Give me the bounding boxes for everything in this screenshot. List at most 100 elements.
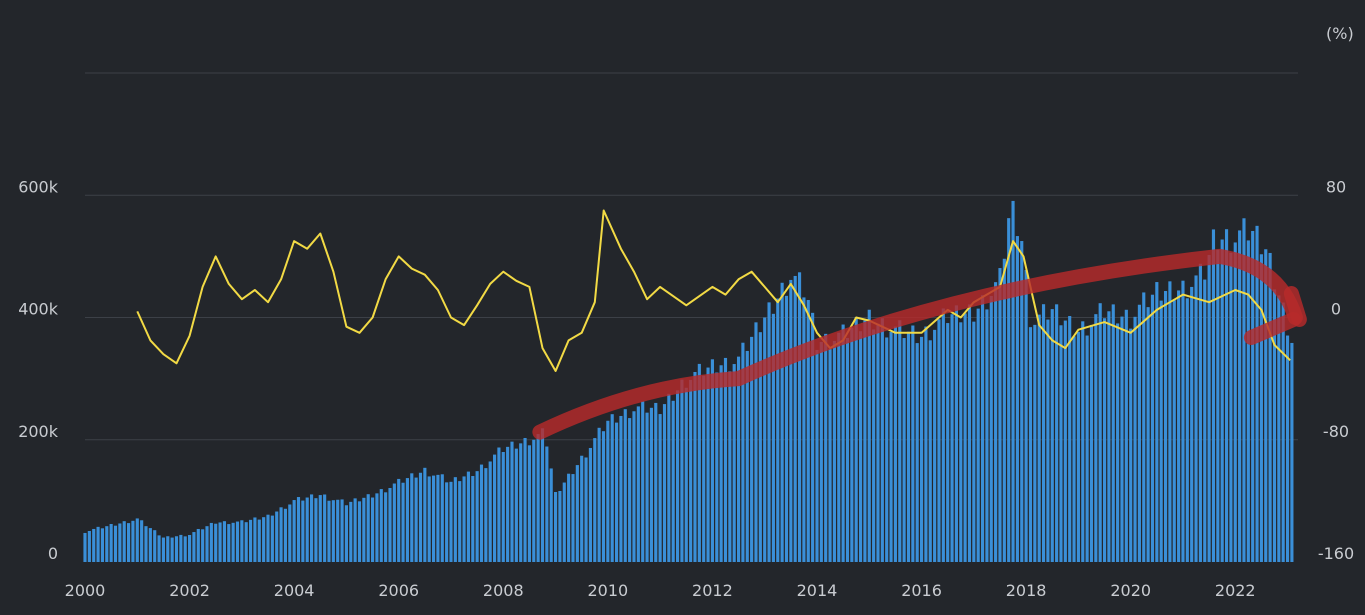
bar	[715, 372, 719, 562]
bar	[989, 295, 993, 562]
bar	[614, 422, 619, 562]
bar	[1142, 292, 1146, 562]
bar	[697, 363, 701, 562]
bar	[963, 313, 967, 562]
bar	[985, 309, 989, 562]
bar	[1111, 304, 1115, 562]
bar	[937, 319, 941, 562]
bar	[1268, 252, 1272, 562]
bar	[344, 505, 348, 562]
x-axis-tick-label: 2010	[587, 581, 628, 600]
bar	[933, 329, 937, 562]
bar	[227, 524, 231, 562]
bar	[850, 327, 854, 562]
bar	[893, 326, 897, 562]
bar	[1238, 230, 1242, 562]
bar	[1155, 282, 1159, 562]
bar	[231, 522, 235, 562]
bar	[440, 474, 444, 562]
bar	[336, 499, 340, 562]
bar	[340, 499, 344, 562]
bar	[728, 371, 732, 562]
bar	[205, 526, 209, 562]
bar	[828, 349, 832, 562]
bar	[1050, 309, 1054, 562]
bar	[87, 530, 91, 562]
bar	[1137, 304, 1141, 562]
bar	[946, 323, 950, 562]
bar	[519, 443, 523, 562]
bar	[811, 312, 815, 562]
bar	[819, 341, 823, 562]
bar	[1046, 319, 1050, 562]
x-axis-tick-label: 2014	[797, 581, 838, 600]
bar	[567, 473, 571, 562]
left-axis-ticks: 0 200k 400k 600k	[18, 177, 59, 563]
bar	[1272, 289, 1277, 562]
bar	[379, 489, 383, 562]
bar	[1242, 218, 1246, 562]
bar	[889, 331, 893, 562]
bar	[140, 520, 144, 562]
bar	[427, 476, 431, 562]
bar	[1185, 298, 1189, 562]
x-axis-tick-label: 2016	[901, 581, 942, 600]
bar	[1181, 280, 1185, 562]
bar	[732, 364, 736, 562]
bar	[248, 519, 253, 562]
bar	[1011, 200, 1015, 562]
bar	[1251, 230, 1255, 562]
bar	[880, 318, 884, 562]
bar	[1198, 263, 1202, 562]
bar	[824, 333, 828, 562]
bar	[689, 379, 693, 562]
bar	[275, 511, 279, 562]
bar	[209, 522, 213, 562]
bar-series	[83, 200, 1294, 563]
right-axis-tick-label: 0	[1331, 300, 1341, 319]
bar	[994, 282, 998, 562]
trend-arrow-stroke	[532, 248, 1303, 440]
right-axis-tick-label: 80	[1326, 177, 1346, 196]
right-axis-ticks: -160 -80 0 80	[1318, 177, 1354, 563]
bar	[815, 349, 819, 562]
bar	[183, 536, 187, 562]
bar	[497, 447, 501, 562]
right-axis-tick-label: -160	[1318, 544, 1354, 563]
bar	[863, 320, 867, 562]
bar	[1116, 323, 1120, 562]
bar	[1203, 279, 1207, 562]
bar	[1085, 335, 1089, 562]
bar	[349, 501, 353, 562]
bar	[771, 313, 775, 562]
bar	[636, 406, 640, 562]
bar	[109, 523, 113, 562]
line-series	[136, 209, 1291, 372]
bar	[911, 325, 915, 562]
bar	[706, 367, 710, 562]
x-axis-tick-label: 2000	[65, 581, 106, 600]
left-axis-tick-label: 400k	[18, 300, 59, 319]
bar	[710, 359, 714, 562]
bar	[471, 476, 475, 562]
bar	[179, 534, 183, 562]
bar	[431, 475, 436, 562]
bar	[1255, 225, 1259, 562]
bar	[1015, 236, 1019, 562]
bar	[950, 314, 954, 562]
bar	[793, 275, 797, 562]
bar	[157, 535, 161, 562]
bar	[1233, 242, 1237, 562]
bar	[1098, 303, 1102, 562]
x-axis-tick-label: 2020	[1110, 581, 1151, 600]
x-axis-ticks: 2000 2002 2004 2006 2008 2010 2012 2014 2016 2018…	[65, 581, 1256, 600]
bar	[1172, 300, 1176, 562]
bar	[161, 537, 165, 562]
bar	[331, 500, 335, 562]
bar	[192, 532, 196, 562]
bar	[1124, 309, 1128, 562]
bar	[353, 498, 357, 562]
bar	[750, 336, 754, 562]
bar	[1102, 318, 1107, 562]
trend-annotation	[532, 248, 1307, 440]
